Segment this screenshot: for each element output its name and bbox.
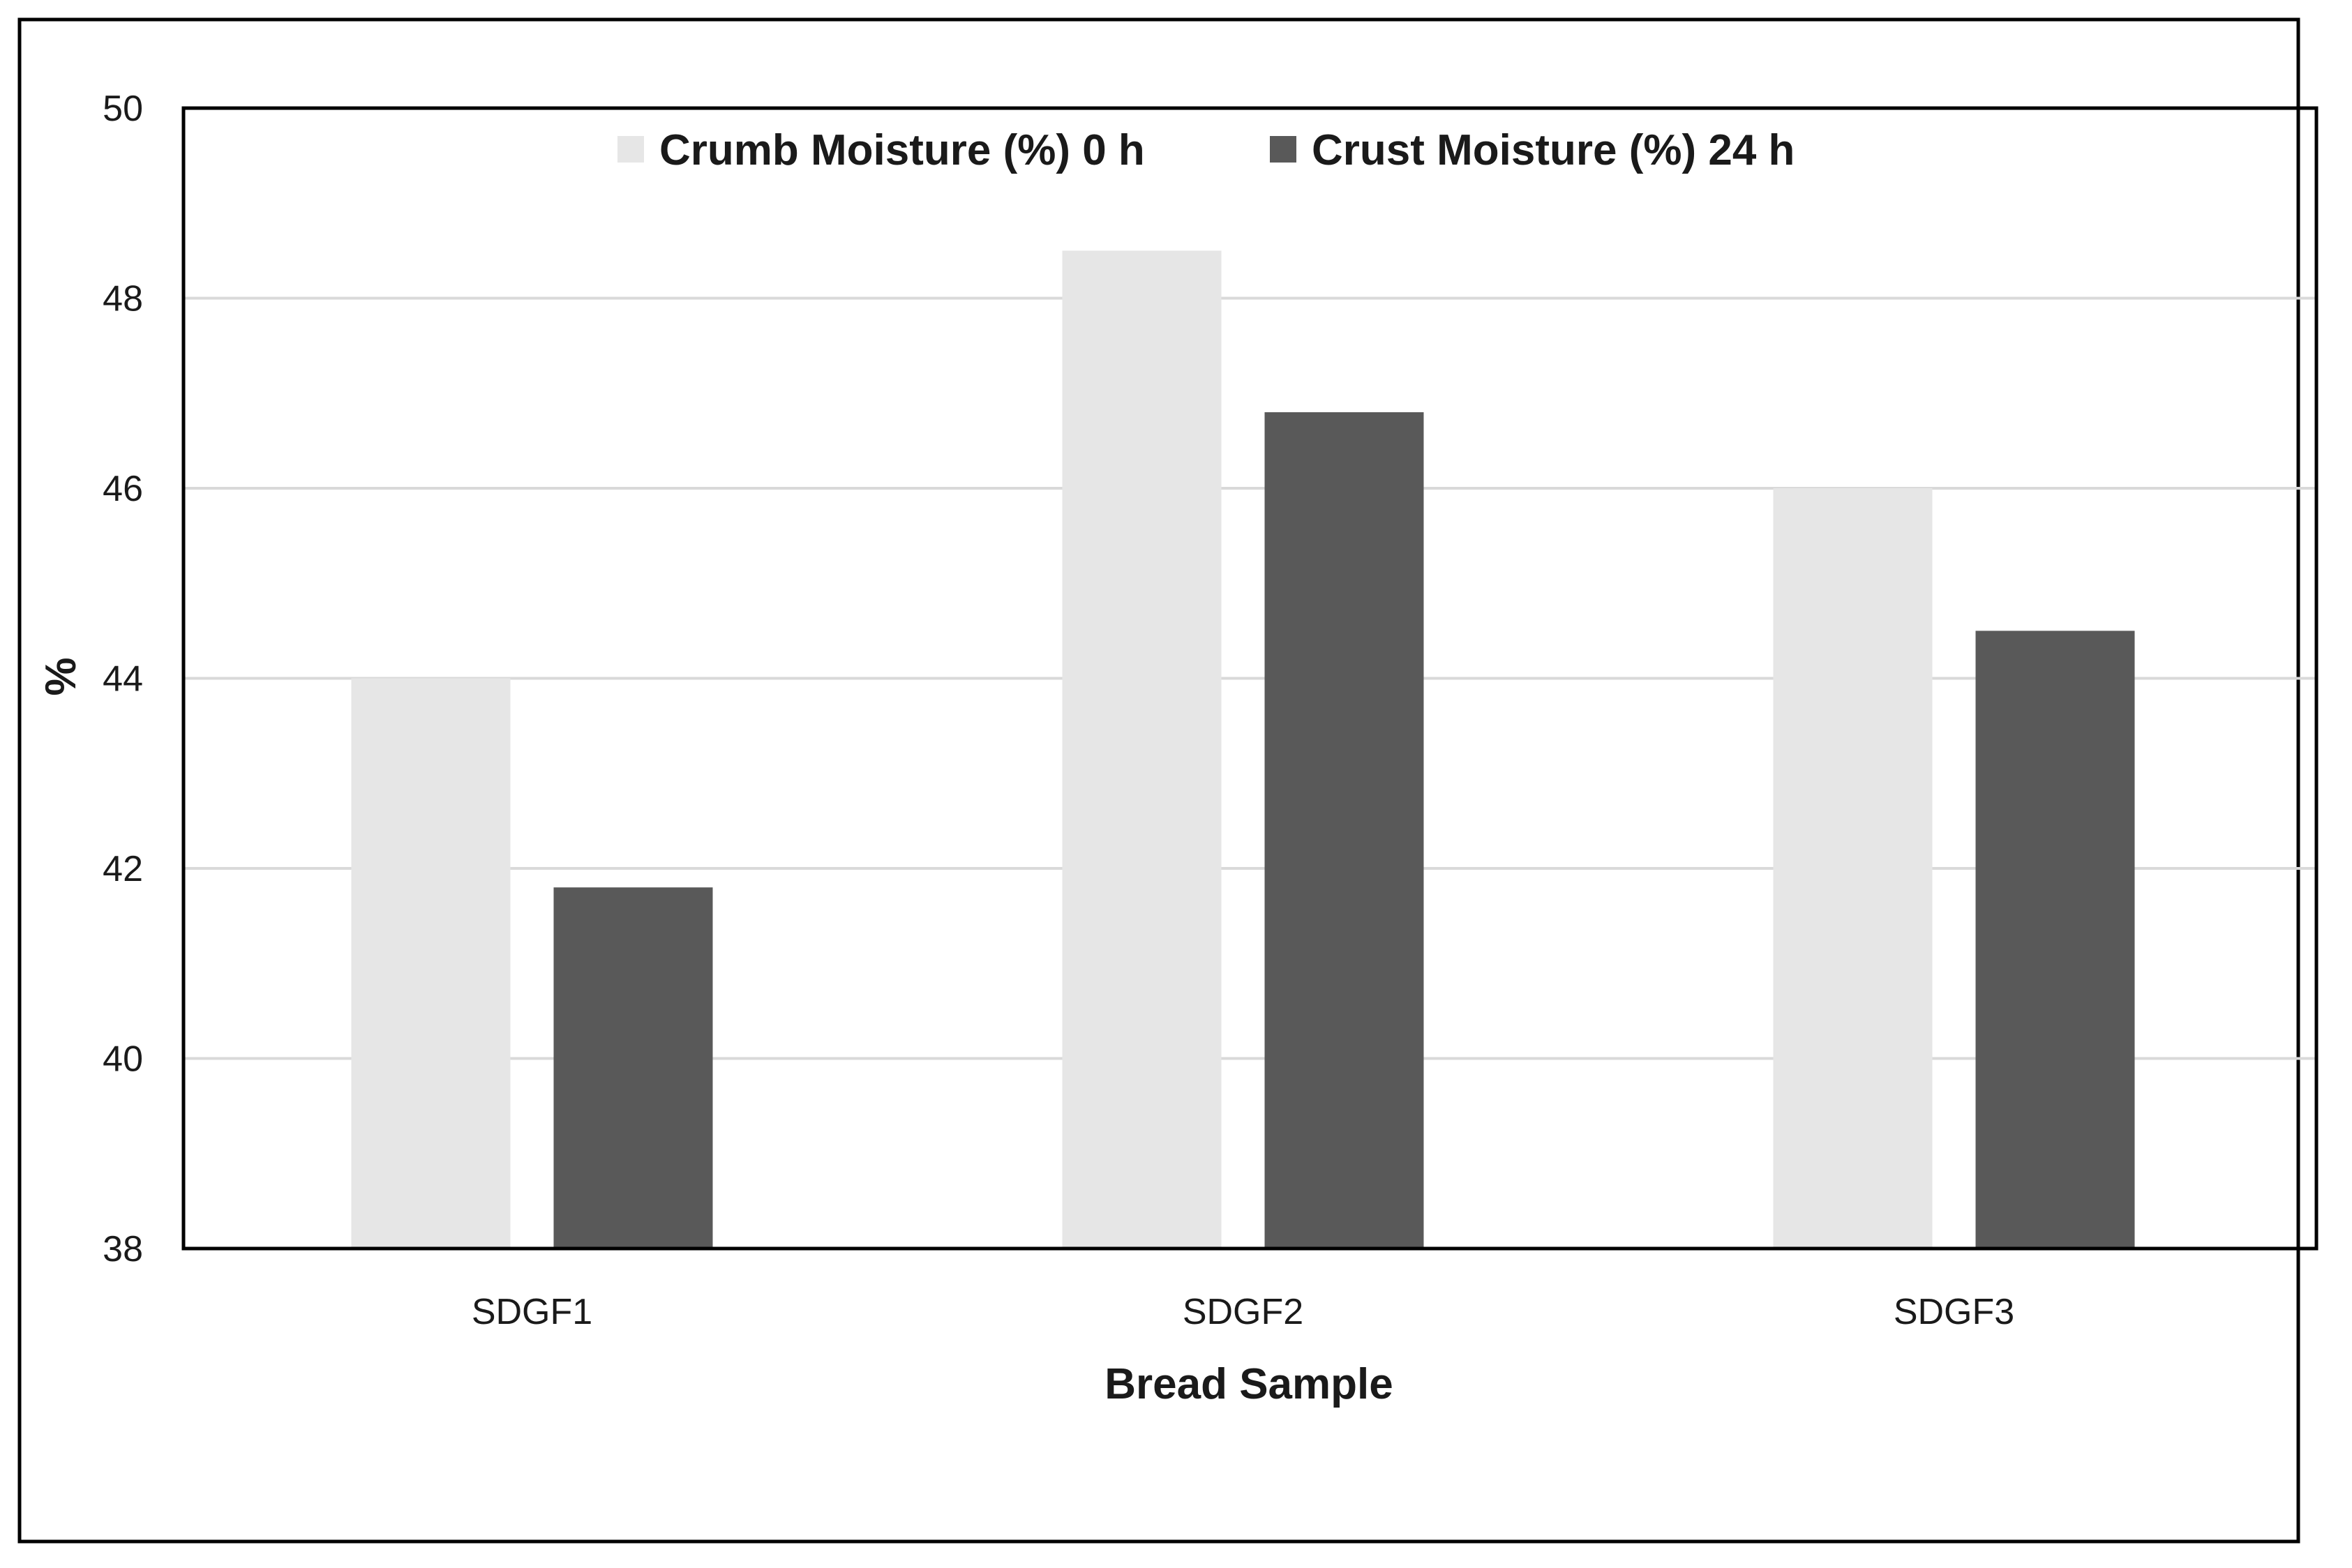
legend-label: Crumb Moisture (%) 0 h xyxy=(659,126,1145,174)
legend-swatch xyxy=(617,136,644,163)
y-tick-label: 38 xyxy=(103,1229,143,1269)
bar-sdgf2-series-1 xyxy=(1062,250,1222,1249)
y-tick-label: 46 xyxy=(103,469,143,509)
bar-sdgf1-series-2 xyxy=(553,887,713,1249)
bar-sdgf1-series-1 xyxy=(351,678,511,1249)
gridlines xyxy=(183,296,2316,1060)
bar-sdgf3-series-2 xyxy=(1975,631,2135,1249)
y-tick-label: 50 xyxy=(103,89,143,129)
legend-swatch xyxy=(1270,136,1296,163)
y-tick-label: 48 xyxy=(103,279,143,319)
y-tick-label: 40 xyxy=(103,1039,143,1080)
y-tick-labels: 38 40 42 44 46 48 50 xyxy=(103,89,143,1269)
x-tick-label: SDGF3 xyxy=(1894,1292,2014,1332)
legend: Crumb Moisture (%) 0 h Crust Moisture (%)… xyxy=(617,126,1795,174)
x-tick-label: SDGF1 xyxy=(472,1292,592,1332)
x-tick-label: SDGF2 xyxy=(1183,1292,1303,1332)
bars xyxy=(351,250,2135,1249)
y-axis-title: % xyxy=(37,657,85,695)
bar-sdgf3-series-1 xyxy=(1773,488,1933,1249)
y-tick-label: 42 xyxy=(103,849,143,889)
y-tick-label: 44 xyxy=(103,659,143,700)
bar-sdgf2-series-2 xyxy=(1264,412,1424,1249)
x-axis-title: Bread Sample xyxy=(1104,1360,1393,1408)
legend-label: Crust Moisture (%) 24 h xyxy=(1312,126,1795,174)
plot-frame xyxy=(181,106,2319,1251)
x-tick-labels: SDGF1 SDGF2 SDGF3 xyxy=(472,1292,2014,1332)
